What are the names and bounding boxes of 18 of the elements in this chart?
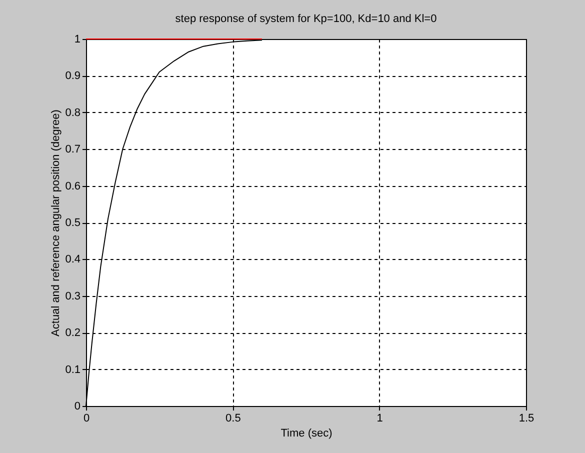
y-tick-label: 0.8 bbox=[65, 106, 80, 119]
x-tick-label: 1.5 bbox=[518, 412, 534, 424]
y-tick-label: 0.9 bbox=[65, 70, 80, 82]
y-tick-label: 0 bbox=[74, 400, 80, 412]
y-tick-label: 1 bbox=[74, 34, 80, 46]
y-tick-label: 0.1 bbox=[65, 364, 80, 376]
y-tick-label: 0.5 bbox=[65, 217, 80, 229]
x-tick-label: 0 bbox=[83, 412, 90, 424]
chart-title: step response of system for Kp=100, Kd=10 and Kl=0 bbox=[175, 13, 437, 25]
x-tick-label: 0.5 bbox=[226, 412, 241, 424]
y-tick-label: 0.4 bbox=[65, 254, 80, 266]
y-axis-title: Actual and reference angular position (degree) bbox=[50, 110, 62, 336]
x-tick-label: 1 bbox=[376, 412, 383, 424]
y-tick-label: 0.3 bbox=[65, 290, 80, 302]
x-axis-title: Time (sec) bbox=[280, 428, 332, 440]
y-tick-label: 0.6 bbox=[65, 180, 80, 192]
y-tick-label: 0.7 bbox=[65, 144, 80, 156]
y-tick-label: 0.2 bbox=[65, 327, 80, 340]
